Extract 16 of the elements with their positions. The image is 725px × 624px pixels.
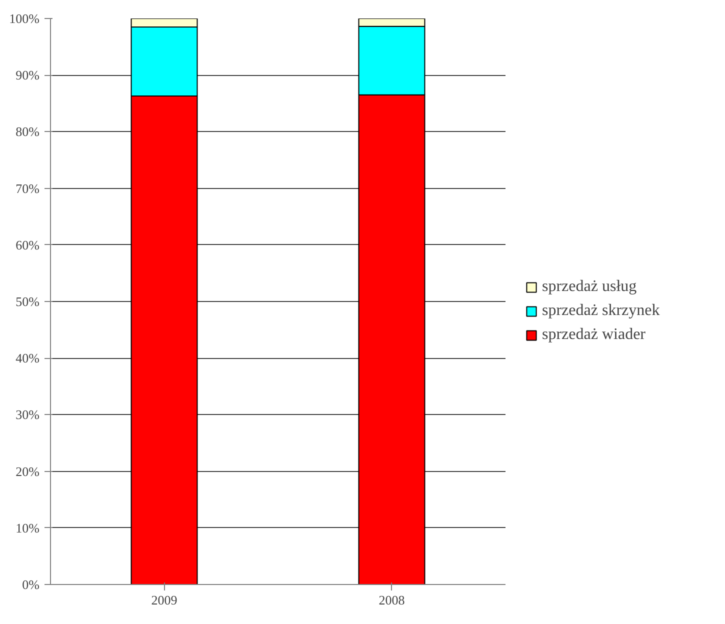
y-tick-label: 60% bbox=[16, 237, 40, 252]
y-tick-label: 100% bbox=[9, 11, 40, 26]
y-tick-label: 0% bbox=[22, 577, 40, 592]
legend-label: sprzedaż skrzynek bbox=[542, 302, 660, 320]
legend-label: sprzedaż wiader bbox=[542, 326, 646, 344]
legend-label: sprzedaż usług bbox=[542, 278, 637, 296]
x-tick-label: 2008 bbox=[378, 592, 405, 608]
y-tick-label: 90% bbox=[16, 68, 40, 83]
y-tick-label: 80% bbox=[16, 124, 40, 140]
y-tick-label: 40% bbox=[16, 350, 40, 366]
y-tick-label: 50% bbox=[16, 294, 40, 309]
y-tick-label: 20% bbox=[16, 464, 40, 479]
x-tick-label: 2009 bbox=[151, 592, 178, 608]
y-tick-label: 70% bbox=[16, 180, 40, 196]
y-tick-label: 10% bbox=[16, 520, 40, 536]
y-tick-label: 30% bbox=[16, 407, 40, 422]
